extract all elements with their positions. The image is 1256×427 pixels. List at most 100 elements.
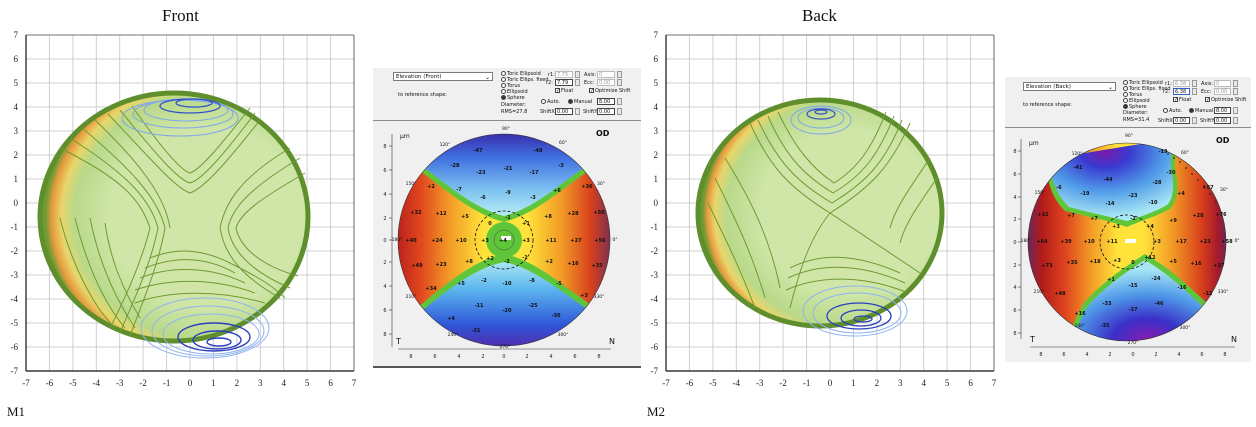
svg-text:-1: -1 xyxy=(163,378,171,388)
front-r1-spinner[interactable] xyxy=(575,71,580,78)
front-diameter-spinner[interactable] xyxy=(617,98,622,105)
front-optimize-shift-checkbox[interactable]: ✓Optimize Shift xyxy=(589,88,630,94)
front-map-type-dropdown[interactable]: Elevation (Front) ⌄ xyxy=(393,72,493,81)
back-r1-input[interactable]: 6.38 xyxy=(1173,80,1190,87)
front-shape-option-ellipsoid[interactable]: Ellipsoid xyxy=(501,89,528,95)
svg-text:6: 6 xyxy=(968,378,973,388)
svg-text:180°: 180° xyxy=(392,237,403,243)
svg-text:2: 2 xyxy=(383,260,386,266)
svg-text:-5: -5 xyxy=(709,378,717,388)
option-label: Torus xyxy=(1129,92,1143,98)
back-reference-controls: Elevation (Back) ⌄ to reference shape: T… xyxy=(1005,77,1251,128)
back-shape-option-torus[interactable]: Torus xyxy=(1123,92,1142,98)
svg-text:-23: -23 xyxy=(476,170,486,176)
svg-text:+16: +16 xyxy=(1074,311,1086,317)
svg-text:-5: -5 xyxy=(69,378,77,388)
front-shift-y-input[interactable]: 0.00 xyxy=(597,108,615,115)
svg-text:7: 7 xyxy=(352,378,357,388)
svg-text:-44: -44 xyxy=(1103,177,1113,183)
front-auto-radio[interactable]: Auto. xyxy=(541,99,560,105)
svg-text:-19: -19 xyxy=(1080,191,1090,197)
back-shape-option-ellipsoid[interactable]: Ellipsoid xyxy=(1123,98,1150,104)
center-marker xyxy=(501,236,511,240)
back-shape-option-sphere[interactable]: Sphere xyxy=(1123,104,1147,110)
back-shift-x-input[interactable]: 0.00 xyxy=(1173,117,1190,124)
back-ecc-input[interactable]: 0.00 xyxy=(1214,88,1231,95)
svg-text:6: 6 xyxy=(1200,352,1203,358)
back-axis-input[interactable]: 0 xyxy=(1214,80,1231,87)
back-auto-radio[interactable]: Auto. xyxy=(1163,108,1182,114)
svg-text:-4: -4 xyxy=(11,294,19,304)
svg-text:+5: +5 xyxy=(457,281,465,287)
radio-icon xyxy=(501,89,506,94)
front-shape-option-toric-ellipsoid[interactable]: Toric Ellipsoid xyxy=(501,71,541,77)
svg-text:+50: +50 xyxy=(593,210,605,216)
svg-text:30°: 30° xyxy=(1220,187,1228,193)
back-float-checkbox[interactable]: ✓Float xyxy=(1173,97,1191,103)
svg-text:-2: -2 xyxy=(11,246,19,256)
back-diameter-spinner[interactable] xyxy=(1233,107,1238,114)
svg-text:90°: 90° xyxy=(1125,133,1133,139)
front-ecc-input[interactable]: 0.00 xyxy=(597,79,615,86)
front-axis-input[interactable]: 0 xyxy=(597,71,615,78)
back-optimize-shift-checkbox[interactable]: ✓Optimize Shift xyxy=(1205,97,1246,103)
back-shift-x-spinner[interactable] xyxy=(1192,117,1197,124)
front-r1-input[interactable]: 7.75 xyxy=(555,71,573,78)
back-r2-input[interactable]: 6.38 xyxy=(1173,88,1190,95)
auto-label: Auto. xyxy=(1169,108,1183,114)
svg-text:-41: -41 xyxy=(1073,165,1083,171)
front-r2-spinner[interactable] xyxy=(575,79,580,86)
front-shape-option-sphere[interactable]: Sphere xyxy=(501,95,525,101)
svg-text:0: 0 xyxy=(502,354,505,360)
svg-text:+56: +56 xyxy=(594,238,606,244)
svg-text:+3: +3 xyxy=(1153,239,1161,245)
svg-text:+3: +3 xyxy=(481,238,489,244)
svg-text:-7: -7 xyxy=(651,366,659,376)
svg-text:-14: -14 xyxy=(1105,201,1115,207)
svg-text:-12: -12 xyxy=(1203,291,1213,297)
svg-text:-47: -47 xyxy=(473,148,483,154)
svg-text:6: 6 xyxy=(383,168,386,174)
front-r2-input[interactable]: 7.79 xyxy=(555,79,573,86)
chevron-down-icon: ⌄ xyxy=(1107,84,1113,91)
back-shape-option-toric-ellips-fixed[interactable]: Toric Ellips. fixed xyxy=(1123,86,1171,92)
back-axis-spinner[interactable] xyxy=(1233,80,1238,87)
back-manual-radio[interactable]: Manual xyxy=(1189,108,1213,114)
front-float-checkbox[interactable]: ✓Float xyxy=(555,88,573,94)
svg-text:-2: -2 xyxy=(504,259,510,265)
back-diameter-input[interactable]: 8.00 xyxy=(1214,107,1231,114)
svg-text:+3: +3 xyxy=(1112,224,1120,230)
back-shift-y-spinner[interactable] xyxy=(1233,117,1238,124)
svg-text:-20: -20 xyxy=(502,308,512,314)
svg-text:+7: +7 xyxy=(1090,216,1098,222)
front-shape-option-toric-ellips-fixed[interactable]: Toric Ellips. fixed xyxy=(501,77,549,83)
svg-text:+27: +27 xyxy=(570,238,582,244)
front-axis-spinner[interactable] xyxy=(617,71,622,78)
front-ecc-spinner[interactable] xyxy=(617,79,622,86)
front-shift-x-input[interactable]: 0.00 xyxy=(555,108,573,115)
back-shift-y-input[interactable]: 0.00 xyxy=(1214,117,1231,124)
svg-text:+34: +34 xyxy=(425,286,437,292)
radio-selected-icon xyxy=(1189,108,1194,113)
radio-icon xyxy=(501,77,506,82)
front-diameter-input[interactable]: 8.00 xyxy=(597,98,615,105)
y-axis-ticks: 7 6 5 4 3 2 1 0 -1 -2 -3 -4 -5 -6 -7 xyxy=(11,30,19,376)
axes xyxy=(25,34,355,372)
back-r1-spinner[interactable] xyxy=(1192,80,1197,87)
front-shift-x-spinner[interactable] xyxy=(575,108,580,115)
back-r2-spinner[interactable] xyxy=(1192,88,1197,95)
svg-text:+24: +24 xyxy=(431,238,443,244)
svg-text:0: 0 xyxy=(1131,352,1134,358)
front-shift-y-spinner[interactable] xyxy=(617,108,622,115)
back-ecc-spinner[interactable] xyxy=(1233,88,1238,95)
front-manual-radio[interactable]: Manual xyxy=(568,99,592,105)
svg-text:+32: +32 xyxy=(1037,212,1049,218)
back-map-type-dropdown[interactable]: Elevation (Back) ⌄ xyxy=(1023,82,1116,91)
svg-text:120°: 120° xyxy=(1072,151,1083,157)
svg-text:-21: -21 xyxy=(503,166,513,172)
front-shape-option-torus[interactable]: Torus xyxy=(501,83,520,89)
svg-text:2: 2 xyxy=(525,354,528,360)
temporal-label: T xyxy=(1029,335,1035,344)
back-shape-option-toric-ellipsoid[interactable]: Toric Ellipsoid xyxy=(1123,80,1163,86)
front-shift-y-label: ShiftY xyxy=(583,109,598,115)
